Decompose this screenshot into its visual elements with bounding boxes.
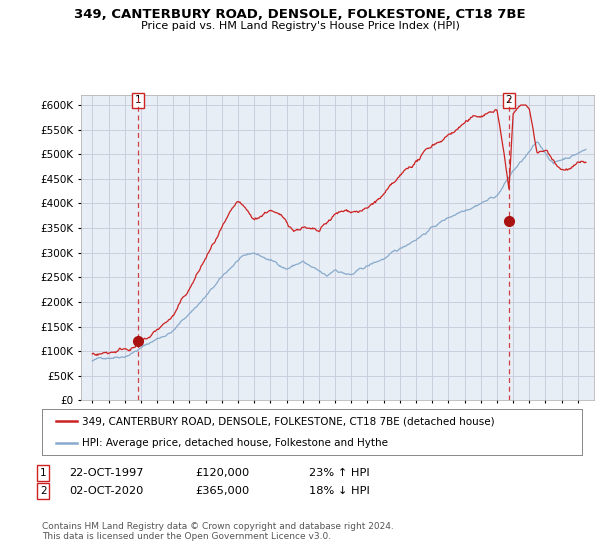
Text: £120,000: £120,000 [195,468,249,478]
Text: Contains HM Land Registry data © Crown copyright and database right 2024.
This d: Contains HM Land Registry data © Crown c… [42,522,394,542]
Text: 349, CANTERBURY ROAD, DENSOLE, FOLKESTONE, CT18 7BE: 349, CANTERBURY ROAD, DENSOLE, FOLKESTON… [74,8,526,21]
Text: 18% ↓ HPI: 18% ↓ HPI [309,486,370,496]
Text: Price paid vs. HM Land Registry's House Price Index (HPI): Price paid vs. HM Land Registry's House … [140,21,460,31]
Text: 2: 2 [506,95,512,105]
Text: 02-OCT-2020: 02-OCT-2020 [69,486,143,496]
Text: £365,000: £365,000 [195,486,249,496]
Text: 349, CANTERBURY ROAD, DENSOLE, FOLKESTONE, CT18 7BE (detached house): 349, CANTERBURY ROAD, DENSOLE, FOLKESTON… [83,416,495,426]
Text: 1: 1 [40,468,47,478]
Text: 1: 1 [134,95,141,105]
Text: 22-OCT-1997: 22-OCT-1997 [69,468,143,478]
Text: HPI: Average price, detached house, Folkestone and Hythe: HPI: Average price, detached house, Folk… [83,438,389,448]
Text: 2: 2 [40,486,47,496]
Text: 23% ↑ HPI: 23% ↑ HPI [309,468,370,478]
